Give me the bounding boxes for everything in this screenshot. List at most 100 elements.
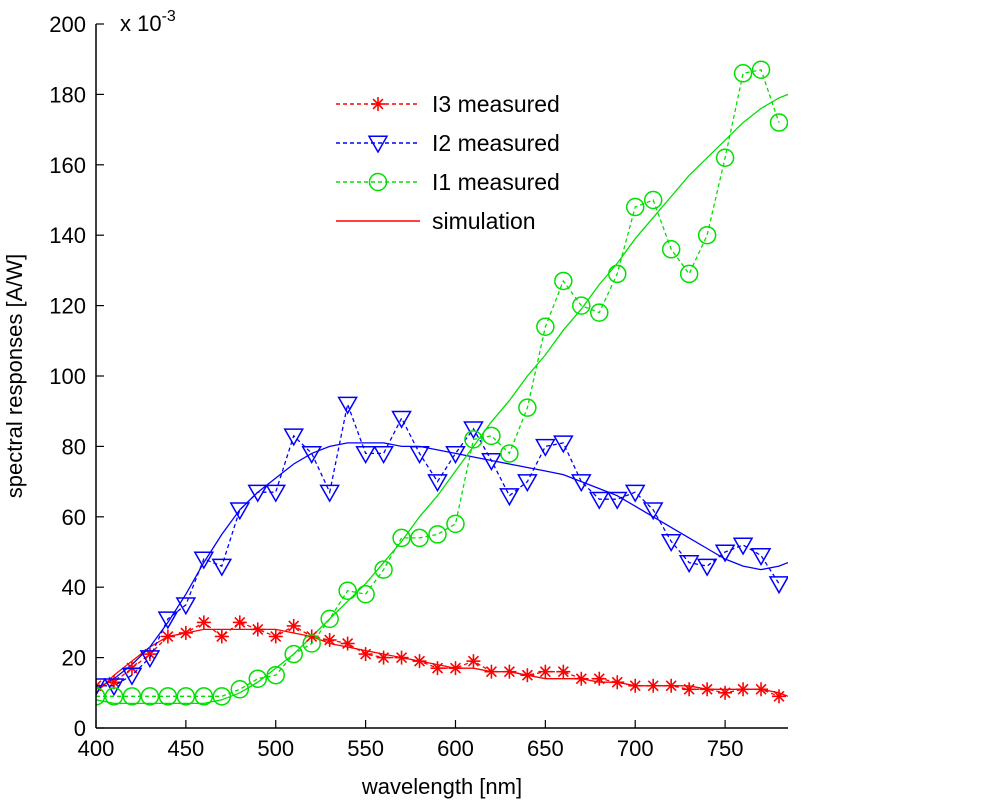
y-tick-label: 120 [49, 294, 86, 319]
y-tick-label: 80 [62, 434, 86, 459]
data-point [337, 396, 358, 415]
y-tick-label: 60 [62, 505, 86, 530]
data-point [247, 484, 269, 503]
data-point [230, 680, 250, 699]
data-point [751, 60, 771, 80]
data-point [696, 558, 718, 577]
legend-item: simulation [336, 208, 536, 234]
data-point [122, 687, 142, 706]
legend-marker [368, 172, 388, 192]
data-point [394, 650, 409, 665]
data-point [574, 671, 589, 686]
data-point [121, 667, 143, 686]
data-point [196, 615, 211, 630]
data-point [679, 264, 699, 284]
data-point [733, 64, 753, 83]
y-tick-label: 200 [49, 12, 86, 37]
data-point [750, 548, 772, 567]
legend-label: I3 measured [432, 91, 560, 117]
y-tick-label: 40 [62, 575, 86, 600]
data-point [96, 678, 107, 697]
data-point [446, 514, 465, 534]
data-point [302, 634, 321, 653]
data-point [392, 528, 411, 548]
data-point [175, 597, 197, 616]
data-point [373, 445, 394, 464]
y-tick-label: 180 [49, 82, 86, 107]
data-point [410, 528, 429, 548]
data-point [391, 410, 412, 429]
data-point [157, 611, 179, 630]
data-point [520, 668, 535, 683]
data-point [464, 430, 483, 449]
data-point [248, 669, 268, 688]
data-point [412, 654, 427, 669]
y-tick-label: 140 [49, 223, 86, 248]
data-point [482, 426, 501, 446]
data-point [409, 445, 430, 464]
data-point [481, 452, 502, 471]
data-point [518, 398, 537, 417]
data-point [320, 609, 339, 629]
legend-item: I3 measured [336, 91, 560, 117]
data-point [715, 148, 735, 168]
data-point [588, 491, 610, 510]
series-simulation [96, 628, 788, 697]
data-point [286, 618, 301, 633]
data-point [714, 544, 736, 563]
data-point [301, 445, 322, 464]
data-point [592, 671, 607, 686]
data-point [660, 533, 682, 552]
y-tick-label: 0 [74, 716, 86, 741]
data-point [536, 317, 555, 336]
data-point [265, 484, 287, 503]
data-point [628, 678, 643, 693]
data-point [340, 636, 355, 651]
data-point [517, 474, 538, 493]
data-point [484, 664, 499, 679]
data-point [607, 264, 627, 284]
data-point [606, 491, 628, 510]
data-point [322, 633, 337, 647]
data-point [718, 685, 733, 700]
data-point [466, 654, 481, 669]
series-triangle-down [96, 396, 788, 697]
data-point [214, 629, 229, 644]
data-point [284, 644, 303, 664]
data-point [642, 502, 664, 521]
simulation-line [96, 628, 788, 697]
data-point [428, 525, 447, 544]
data-point [355, 445, 376, 464]
data-point [103, 678, 125, 697]
data-point [682, 682, 697, 697]
data-point [96, 687, 106, 706]
simulation-line [96, 442, 788, 690]
x-tick-label: 400 [78, 736, 115, 761]
x-tick-label: 600 [437, 736, 474, 761]
series-circle [96, 60, 788, 706]
data-point [160, 629, 175, 644]
simulation-line [96, 93, 788, 705]
data-point [538, 664, 553, 679]
data-point [463, 421, 484, 440]
y-ticks: 0 20 40 60 80 100 120 140 160 180 200 [49, 12, 104, 741]
data-point [732, 537, 754, 556]
data-point [572, 296, 591, 315]
data-point [176, 687, 196, 706]
data-point [554, 271, 573, 291]
data-point [646, 678, 661, 693]
y-multiplier-exponent: -3 [162, 8, 176, 25]
data-point [502, 664, 517, 679]
data-point [140, 687, 160, 706]
data-point [624, 484, 646, 503]
data-point [697, 225, 717, 245]
data-point [104, 687, 124, 706]
data-point [356, 584, 375, 604]
data-point [535, 438, 556, 457]
data-point [754, 682, 769, 697]
data-point [178, 625, 193, 640]
data-point [211, 558, 233, 577]
x-ticks: 400 450 500 550 600 650 700 750 [78, 720, 743, 761]
data-point [571, 474, 592, 493]
